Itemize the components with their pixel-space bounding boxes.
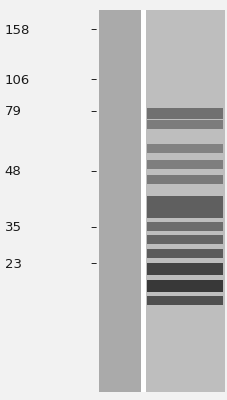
Bar <box>146 175 222 184</box>
Text: 158: 158 <box>5 24 30 36</box>
Text: –: – <box>90 166 96 178</box>
Bar <box>146 160 222 169</box>
Text: 106: 106 <box>5 74 30 86</box>
Text: 79: 79 <box>5 105 21 118</box>
Text: –: – <box>90 105 96 118</box>
Bar <box>141 10 145 392</box>
Bar <box>146 249 222 258</box>
Text: –: – <box>90 74 96 86</box>
Text: 48: 48 <box>5 166 21 178</box>
Bar <box>146 120 222 129</box>
Bar <box>146 222 222 231</box>
Text: –: – <box>90 258 96 270</box>
Bar <box>146 108 222 119</box>
Bar <box>146 235 222 244</box>
Text: 23: 23 <box>5 258 22 270</box>
Bar <box>99 10 141 392</box>
Bar <box>146 280 222 292</box>
Bar <box>145 10 224 392</box>
Text: 35: 35 <box>5 222 22 234</box>
Bar <box>146 296 222 305</box>
Text: –: – <box>90 222 96 234</box>
Bar <box>146 144 222 153</box>
Bar <box>146 196 222 218</box>
Text: –: – <box>90 24 96 36</box>
Bar <box>146 263 222 275</box>
